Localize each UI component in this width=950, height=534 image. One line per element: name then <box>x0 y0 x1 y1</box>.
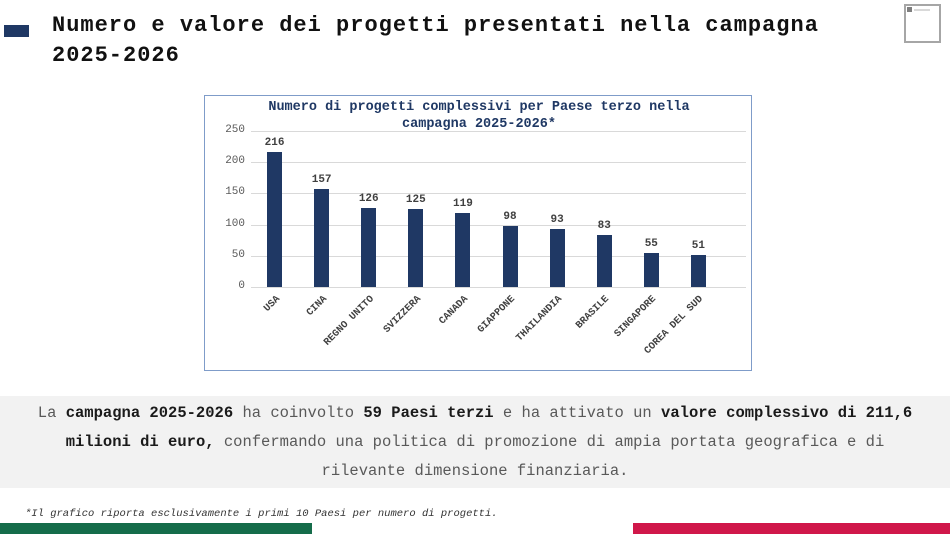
image-placeholder-icon <box>904 4 941 43</box>
bar <box>690 255 706 287</box>
gridline <box>251 255 746 257</box>
x-axis-label: REGNO UNITO <box>322 294 377 349</box>
chart-panel: Numero di progetti complessivi per Paese… <box>204 95 752 371</box>
bar <box>596 235 612 287</box>
x-axis-label: CINA <box>304 294 330 319</box>
x-axis-label: COREA DEL SUD <box>643 294 707 357</box>
bar-value-label: 216 <box>264 137 285 150</box>
x-axis-label: SINGAPORE <box>613 294 660 340</box>
chart-bars: 216 157 126 125 119 98 93 83 55 51 <box>251 131 722 287</box>
summary-text-segment: 59 Paesi terzi <box>363 403 494 422</box>
y-axis-tick-label: 0 <box>238 280 245 292</box>
y-axis-tick-label: 150 <box>225 186 245 199</box>
gridline <box>251 287 746 288</box>
summary-text-segment: e ha attivato un <box>493 403 662 422</box>
bar-slot: 98 <box>486 131 533 287</box>
bar-slot: 51 <box>675 131 722 287</box>
bar-slot: 83 <box>581 131 628 287</box>
bar-slot: 93 <box>534 131 581 287</box>
footnote: *Il grafico riporta esclusivamente i pri… <box>25 508 498 520</box>
summary-text-segment: confermando una politica di promozione d… <box>214 432 885 480</box>
title-bullet <box>4 25 29 37</box>
flag-green-bar <box>0 523 312 534</box>
bar <box>408 209 424 287</box>
x-axis-label: BRASILE <box>574 294 613 332</box>
bar-slot: 157 <box>298 131 345 287</box>
bar-value-label: 51 <box>691 240 705 253</box>
placeholder-line <box>914 9 930 11</box>
summary-text-segment: ha coinvolto <box>233 403 364 422</box>
bar-value-label: 98 <box>503 210 517 223</box>
summary-text: La campagna 2025-2026 ha coinvolto 59 Pa… <box>25 399 925 486</box>
summary-text-segment: campagna 2025-2026 <box>65 403 234 422</box>
y-axis-tick-label: 200 <box>225 155 245 168</box>
bar-slot: 126 <box>345 131 392 287</box>
gridline <box>251 193 746 195</box>
bar-value-label: 157 <box>311 174 332 187</box>
bar-slot: 55 <box>628 131 675 287</box>
bar <box>314 189 330 287</box>
bar <box>643 252 659 287</box>
bar-value-label: 83 <box>597 220 611 233</box>
chart-title: Numero di progetti complessivi per Paese… <box>268 100 690 132</box>
y-axis-tick-label: 250 <box>225 124 245 136</box>
flag-red-bar <box>633 523 950 534</box>
bar-value-label: 126 <box>358 193 379 206</box>
summary-text-segment: La <box>37 403 66 422</box>
bar-value-label: 55 <box>644 237 658 250</box>
bar-value-label: 119 <box>453 197 473 210</box>
bar-slot: 125 <box>392 131 439 287</box>
bar <box>455 212 471 287</box>
x-axis-label: CANADA <box>437 294 471 328</box>
placeholder-corner-square <box>907 7 912 12</box>
y-axis-tick-label: 100 <box>225 217 245 230</box>
bar <box>502 225 518 287</box>
page-title: Numero e valore dei progetti presentati … <box>52 13 819 68</box>
x-axis-label: THAILANDIA <box>514 294 565 345</box>
x-axis-label: USA <box>261 294 283 315</box>
bar-value-label: 93 <box>550 213 564 226</box>
bar-slot: 119 <box>439 131 486 287</box>
bar <box>549 228 565 287</box>
bar-slot: 216 <box>251 131 298 287</box>
gridline <box>251 131 746 132</box>
x-axis-label: SVIZZERA <box>381 294 424 336</box>
chart-plot-area: 0 50 100 150 200 250 <box>225 124 746 292</box>
flag-strip <box>0 523 950 534</box>
summary-text-segment: valore complessivo di 211,6 milioni di e… <box>65 403 913 451</box>
y-axis-tick-label: 50 <box>231 248 245 261</box>
flag-white-bar <box>312 523 633 534</box>
bar <box>267 152 283 287</box>
summary-box: La campagna 2025-2026 ha coinvolto 59 Pa… <box>0 396 950 488</box>
bar-value-label: 125 <box>405 194 426 206</box>
x-axis-label: GIAPPONE <box>476 294 518 336</box>
gridline <box>251 224 746 226</box>
bar <box>361 208 377 287</box>
gridline <box>251 162 746 164</box>
